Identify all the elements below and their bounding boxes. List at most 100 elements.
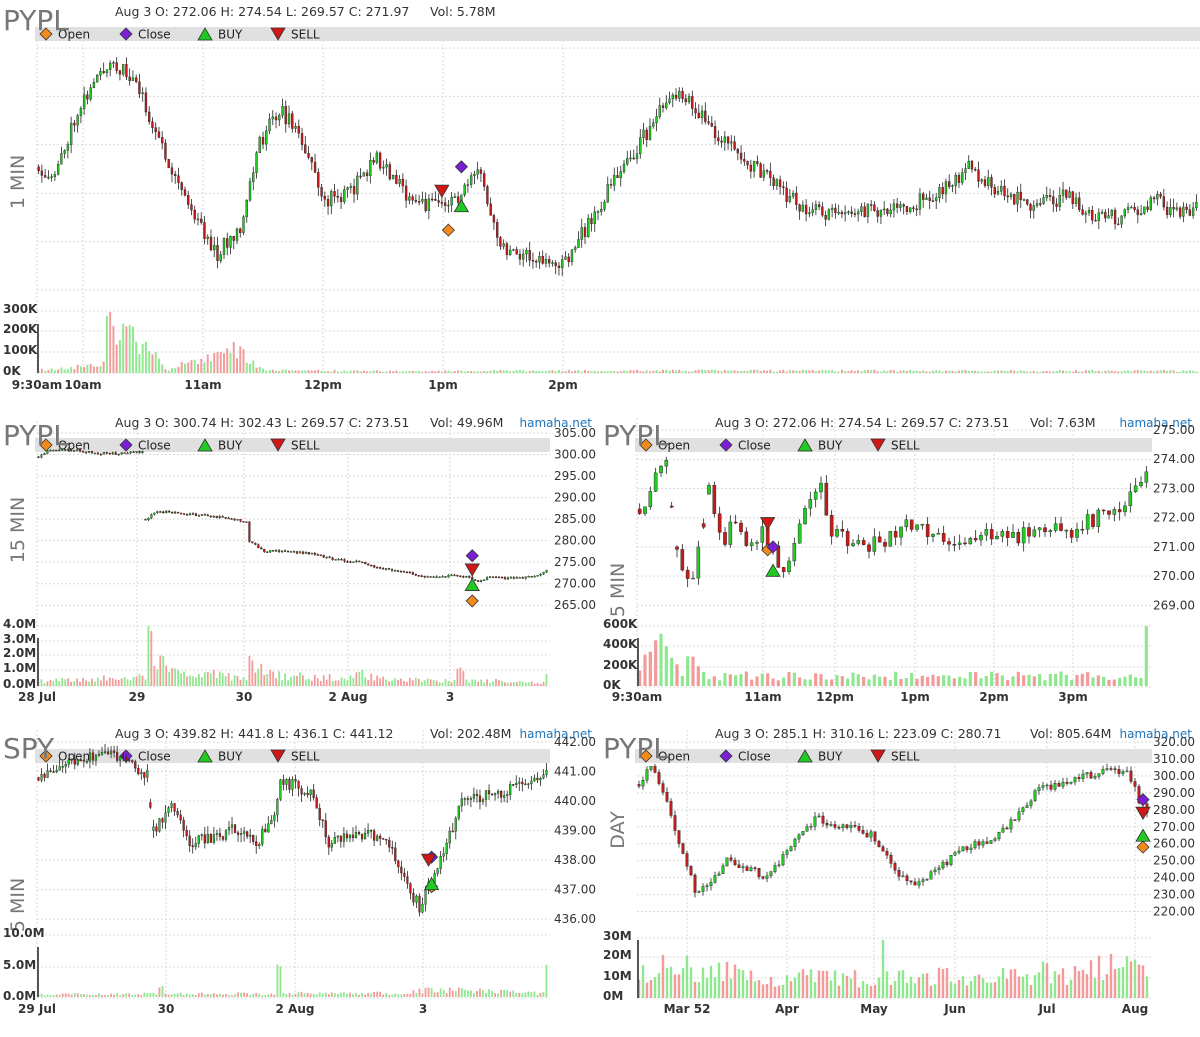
marker-close-legend (719, 438, 733, 452)
volume-bar-8 (61, 993, 64, 997)
candle-body-14 (78, 449, 82, 452)
volume-bar-174 (603, 371, 606, 373)
candle-body-15 (82, 760, 85, 762)
volume-bar-89 (993, 982, 997, 998)
volume-bar-130 (460, 370, 463, 373)
volume-bar-256 (870, 370, 873, 373)
volume-bar-73 (1027, 674, 1031, 686)
volume-bar-16 (89, 364, 92, 373)
volume-bar-34 (148, 351, 151, 373)
volume-bar-4 (653, 977, 657, 998)
volume-bar-227 (775, 371, 778, 373)
candle-body-170 (542, 571, 545, 575)
volume-bar-93 (313, 674, 316, 686)
timeframe-label: 15 MIN (7, 497, 29, 563)
legend-bar (35, 438, 550, 452)
volume-bar-350 (1175, 371, 1178, 373)
candle-body-62 (968, 538, 973, 545)
candle-body-160 (557, 265, 561, 268)
candle-body-144 (505, 243, 509, 255)
volume-bar-200 (688, 371, 691, 373)
volume-bar-304 (1026, 371, 1029, 373)
price-tick-label: 272.00 (1153, 511, 1195, 525)
volume-bar-17 (88, 681, 90, 686)
volume-bar-62 (225, 994, 227, 997)
volume-bar-99 (1033, 975, 1037, 998)
volume-bar-61 (963, 678, 967, 686)
candle-body-326 (1097, 212, 1100, 221)
volume-bar-46 (883, 676, 887, 686)
candle-body-109 (361, 561, 364, 564)
x-tick-label: 12pm (304, 378, 342, 392)
volume-bar-319 (1075, 370, 1078, 373)
volume-bar-18 (709, 965, 713, 998)
candle-body-46 (176, 811, 179, 816)
candle-body-35 (777, 864, 781, 867)
volume-bar-64 (245, 362, 248, 373)
candle-body-66 (252, 172, 255, 182)
volume-bar-179 (619, 371, 622, 373)
volume-bar-12 (702, 672, 706, 686)
candle-body-32 (808, 499, 813, 509)
volume-bar-232 (792, 370, 795, 373)
candle-body-86 (981, 841, 985, 846)
volume-bar-58 (869, 986, 873, 998)
marker-close-1 (465, 549, 479, 563)
volume-bar-137 (451, 990, 454, 997)
candle-body-101 (342, 833, 346, 842)
volume-bar-28 (128, 325, 131, 373)
candle-body-29 (123, 452, 126, 454)
volume-bar-307 (1036, 371, 1038, 373)
candle-body-95 (324, 820, 327, 838)
candle-body-240 (817, 204, 821, 208)
candle-body-14 (79, 759, 82, 762)
volume-bar-3 (649, 980, 653, 998)
volume-bar-71 (268, 369, 271, 373)
volume-bar-15 (82, 994, 85, 997)
candle-body-15 (697, 891, 701, 893)
candle-body-125 (1137, 786, 1141, 804)
volume-bar-66 (252, 360, 255, 373)
candle-body-57 (865, 833, 869, 838)
candle-body-127 (450, 196, 453, 206)
candle-body-54 (853, 825, 857, 827)
legend: Open Close BUY SELL (35, 749, 550, 764)
volume-tick-label: 1.0M (3, 661, 36, 675)
volume-bar-27 (782, 677, 786, 686)
candle-body-12 (685, 853, 689, 867)
volume-bar-74 (257, 668, 260, 686)
volume-bar-241 (821, 369, 824, 373)
candle-body-64 (979, 534, 983, 541)
candle-body-26 (114, 452, 117, 455)
candle-body-36 (146, 770, 149, 778)
volume-bar-117 (385, 679, 387, 686)
candle-body-84 (291, 779, 294, 790)
volume-bar-13 (79, 366, 82, 373)
volume-bar-176 (610, 370, 612, 373)
volume-bar-160 (521, 993, 524, 997)
volume-bar-115 (411, 370, 414, 373)
candle-body-98 (356, 175, 359, 195)
candle-body-45 (817, 815, 821, 818)
volume-bar-101 (337, 680, 340, 686)
candle-body-157 (503, 577, 507, 580)
volume-bar-111 (367, 680, 370, 686)
volume-bar-257 (873, 369, 876, 373)
volume-bar-100 (1037, 972, 1041, 998)
candle-body-90 (1117, 509, 1122, 513)
candle-body-106 (1061, 781, 1065, 787)
candle-body-13 (76, 759, 79, 765)
candle-body-109 (366, 829, 370, 834)
volume-bar-175 (606, 371, 609, 373)
candle-body-19 (739, 522, 743, 533)
candle-body-8 (61, 449, 64, 451)
volume-tick-label: 10.0M (3, 926, 45, 940)
volume-bar-342 (1149, 370, 1152, 373)
candle-body-106 (352, 561, 355, 563)
volume-bar-340 (1143, 370, 1146, 373)
volume-bar-95 (1144, 626, 1148, 686)
x-tick-label: 3pm (1058, 690, 1087, 704)
candle-body-52 (206, 236, 209, 239)
volume-bar-159 (509, 682, 512, 686)
candle-body-100 (1037, 787, 1041, 791)
